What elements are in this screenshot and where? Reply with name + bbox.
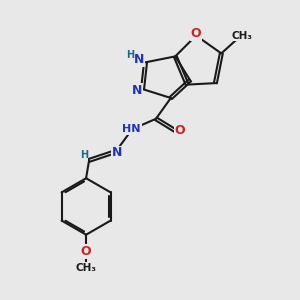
Text: O: O	[81, 245, 92, 258]
Text: N: N	[131, 84, 142, 97]
Text: CH₃: CH₃	[76, 263, 97, 273]
Text: HN: HN	[122, 124, 141, 134]
Text: N: N	[112, 146, 122, 160]
Text: O: O	[174, 124, 185, 137]
Text: O: O	[191, 27, 201, 40]
Text: CH₃: CH₃	[232, 31, 253, 40]
Text: H: H	[80, 150, 88, 160]
Text: N: N	[134, 53, 144, 66]
Text: H: H	[127, 50, 135, 60]
